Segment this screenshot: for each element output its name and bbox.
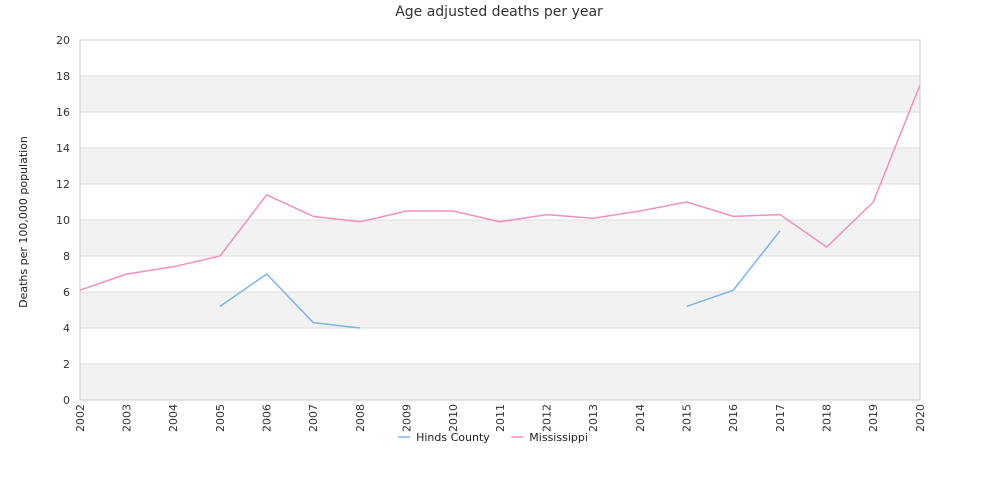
y-tick-label: 2 bbox=[63, 358, 70, 371]
grid-bands bbox=[80, 76, 920, 400]
legend-label: Hinds County bbox=[416, 431, 490, 444]
x-tick-label: 2002 bbox=[74, 404, 87, 432]
x-tick-label: 2019 bbox=[867, 404, 880, 432]
x-tick-label: 2012 bbox=[541, 404, 554, 432]
legend-item: Mississippi bbox=[511, 431, 588, 444]
x-tick-label: 2007 bbox=[307, 404, 320, 432]
x-tick-label: 2006 bbox=[261, 404, 274, 432]
series-line bbox=[686, 230, 781, 308]
y-tick-label: 10 bbox=[56, 214, 70, 227]
y-tick-label: 12 bbox=[56, 178, 70, 191]
x-tick-label: 2017 bbox=[774, 404, 787, 432]
x-tick-label: 2013 bbox=[587, 404, 600, 432]
x-tick-label: 2010 bbox=[447, 404, 460, 432]
series-line bbox=[79, 84, 921, 291]
grid-band bbox=[80, 76, 920, 112]
legend: Hinds County Mississippi bbox=[398, 431, 588, 444]
y-tick-label: 16 bbox=[56, 106, 70, 119]
x-tick-label: 2014 bbox=[634, 404, 647, 432]
series-line bbox=[219, 273, 361, 329]
chart-title: Age adjusted deaths per year bbox=[395, 4, 603, 20]
x-tick-label: 2003 bbox=[121, 404, 134, 432]
x-tick-label: 2008 bbox=[354, 404, 367, 432]
grid-band bbox=[80, 220, 920, 256]
grid-band bbox=[80, 292, 920, 328]
x-tick-label: 2018 bbox=[821, 404, 834, 432]
x-tick-label: 2011 bbox=[494, 404, 507, 432]
y-axis-ticks: 0 2 4 6 8 10 12 14 16 18 20 bbox=[56, 34, 70, 407]
x-tick-label: 2020 bbox=[914, 404, 927, 432]
grid-band bbox=[80, 148, 920, 184]
plot-border bbox=[79, 39, 921, 401]
x-tick-label: 2016 bbox=[727, 404, 740, 432]
x-tick-label: 2004 bbox=[167, 404, 180, 432]
grid-band bbox=[80, 364, 920, 400]
y-tick-label: 20 bbox=[56, 34, 70, 47]
y-axis-label: Deaths per 100,000 population bbox=[17, 136, 30, 308]
legend-label: Mississippi bbox=[529, 431, 588, 444]
y-tick-label: 8 bbox=[63, 250, 70, 263]
y-tick-label: 4 bbox=[63, 322, 70, 335]
legend-item: Hinds County bbox=[398, 431, 490, 444]
x-axis-ticks: 2002 2003 2004 2005 2006 2007 2008 2009 2010 2011… bbox=[74, 404, 927, 432]
y-tick-label: 14 bbox=[56, 142, 70, 155]
y-tick-label: 0 bbox=[63, 394, 70, 407]
series-layer bbox=[79, 84, 921, 329]
x-tick-label: 2005 bbox=[214, 404, 227, 432]
x-tick-label: 2015 bbox=[681, 404, 694, 432]
y-tick-label: 18 bbox=[56, 70, 70, 83]
x-tick-label: 2009 bbox=[401, 404, 414, 432]
y-tick-label: 6 bbox=[63, 286, 70, 299]
